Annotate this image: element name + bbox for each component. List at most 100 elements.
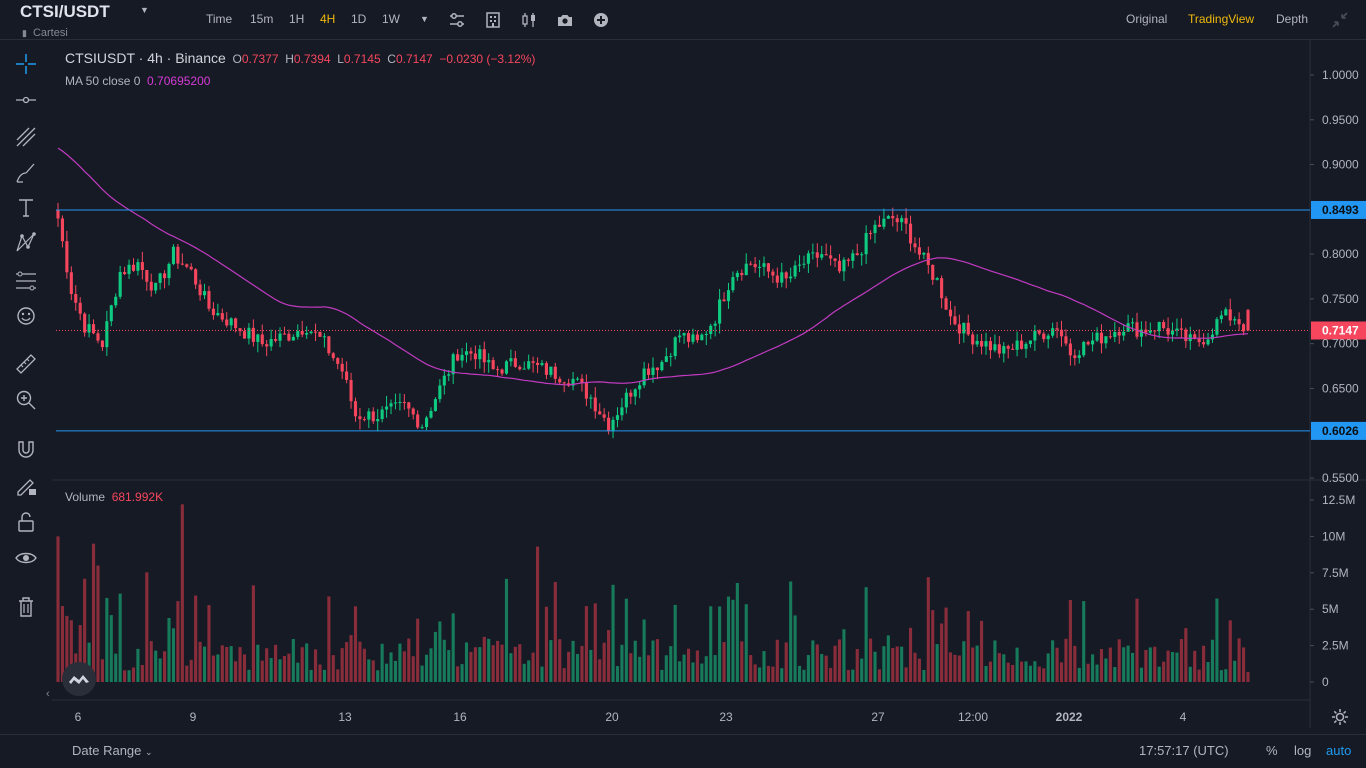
volume-bar [589,649,593,682]
volume-bar [1051,640,1055,682]
volume-bar [509,653,513,682]
pattern-tool-icon[interactable] [13,230,39,256]
zoom-icon[interactable] [13,387,39,413]
chart-settings-icon[interactable] [1330,707,1350,727]
price-tick-label: 0.9000 [1322,158,1359,172]
volume-legend[interactable]: Volume 681.992K [65,490,163,504]
timeframe-4h[interactable]: 4H [320,12,336,26]
auto-scale-toggle[interactable]: auto [1326,743,1352,758]
volume-bar [105,597,109,682]
volume-bar [713,655,717,682]
volume-bar [567,651,571,682]
unlock-icon[interactable] [13,509,39,535]
candle-body [1006,346,1010,349]
collapse-toolbar-icon[interactable]: ‹ [46,688,50,700]
volume-bar [1033,661,1037,682]
tradingview-logo[interactable] [62,662,96,696]
candle-body [198,284,202,296]
candle-body [114,296,118,306]
percent-scale-toggle[interactable]: % [1266,743,1278,758]
timeframe-1h[interactable]: 1H [289,12,305,26]
volume-bar [171,628,176,682]
candle-body [686,333,691,342]
trend-line-tool-icon[interactable] [13,124,39,150]
horizontal-line-tool-icon[interactable] [13,87,39,113]
legend-open: 0.7377 [241,52,279,66]
symbol-dropdown-icon[interactable]: ▼ [140,5,149,15]
candle-body [860,254,864,256]
candle-body [131,264,136,271]
volume-bar [513,646,517,682]
timeframe-dropdown-icon[interactable]: ▼ [420,14,429,24]
candle-body [647,368,651,375]
ma-legend[interactable]: MA 50 close 0 0.70695200 [65,74,210,88]
volume-bar [385,663,389,682]
volume-tick-label: 5M [1322,602,1339,616]
indicators-icon[interactable] [484,11,502,29]
candle-body [833,258,837,261]
candle-body [922,252,926,255]
timeframe-1d[interactable]: 1D [351,12,367,26]
crosshair-icon[interactable] [13,51,39,77]
candle-body [91,324,96,334]
candle-body [56,209,60,219]
price-tick-label: 0.6500 [1322,381,1359,395]
drawing-toolbar [0,40,52,740]
candle-body [424,417,429,428]
camera-icon[interactable] [556,11,574,29]
timeframe-time[interactable]: Time [206,12,233,26]
magnet-icon[interactable] [13,437,39,463]
volume-bar [185,665,189,682]
candle-body [846,259,850,261]
volume-bar [69,620,73,682]
brush-tool-icon[interactable] [13,160,39,186]
volume-bar [869,638,873,682]
volume-bar [1228,620,1232,682]
volume-bar [140,664,144,682]
volume-value: 681.992K [111,490,164,504]
timeframe-1w[interactable]: 1W [382,12,400,26]
add-indicator-icon[interactable] [592,11,610,29]
view-tradingview[interactable]: TradingView [1188,12,1255,26]
candle-type-icon[interactable] [520,11,538,29]
candle-body [1028,340,1032,344]
lock-drawing-icon[interactable] [13,472,39,498]
ruler-icon[interactable] [13,351,39,377]
timeframe-15m[interactable]: 15m [250,12,274,26]
volume-bar [167,617,171,682]
volume-bar [229,646,233,682]
text-tool-icon[interactable] [13,195,39,221]
candle-body [744,263,748,276]
candle-body [509,358,513,362]
settings-sliders-icon[interactable] [448,11,466,29]
volume-bar [176,601,180,682]
volume-bar [518,644,522,682]
emoji-icon[interactable] [13,303,39,329]
fib-tool-icon[interactable] [13,268,39,294]
symbol-title[interactable]: CTSI/USDT [20,2,110,21]
ma-50-line [57,147,1249,386]
view-depth[interactable]: Depth [1276,12,1309,26]
volume-bar [376,670,380,682]
fullscreen-icon[interactable] [1331,11,1349,29]
volume-bar [1193,650,1197,682]
volume-bar [265,648,269,682]
candle-body [1095,332,1099,341]
utc-clock[interactable]: 17:57:17 (UTC) [1139,743,1229,758]
trash-icon[interactable] [13,594,39,620]
volume-bar [207,605,211,682]
date-range-button[interactable]: Date Range ⌄ [72,743,153,758]
volume-bar [353,606,358,682]
horizontal-line-label: 0.8493 [1322,203,1359,217]
volume-bar [194,595,198,682]
volume-bars [56,504,1250,682]
candle-body [638,385,642,390]
eye-icon[interactable] [13,545,39,571]
log-scale-toggle[interactable]: log [1294,743,1312,758]
candle-body [1135,322,1139,337]
volume-bar [740,641,744,682]
view-original[interactable]: Original [1126,12,1168,26]
candle-body [806,253,810,264]
volume-bar [1219,670,1223,682]
